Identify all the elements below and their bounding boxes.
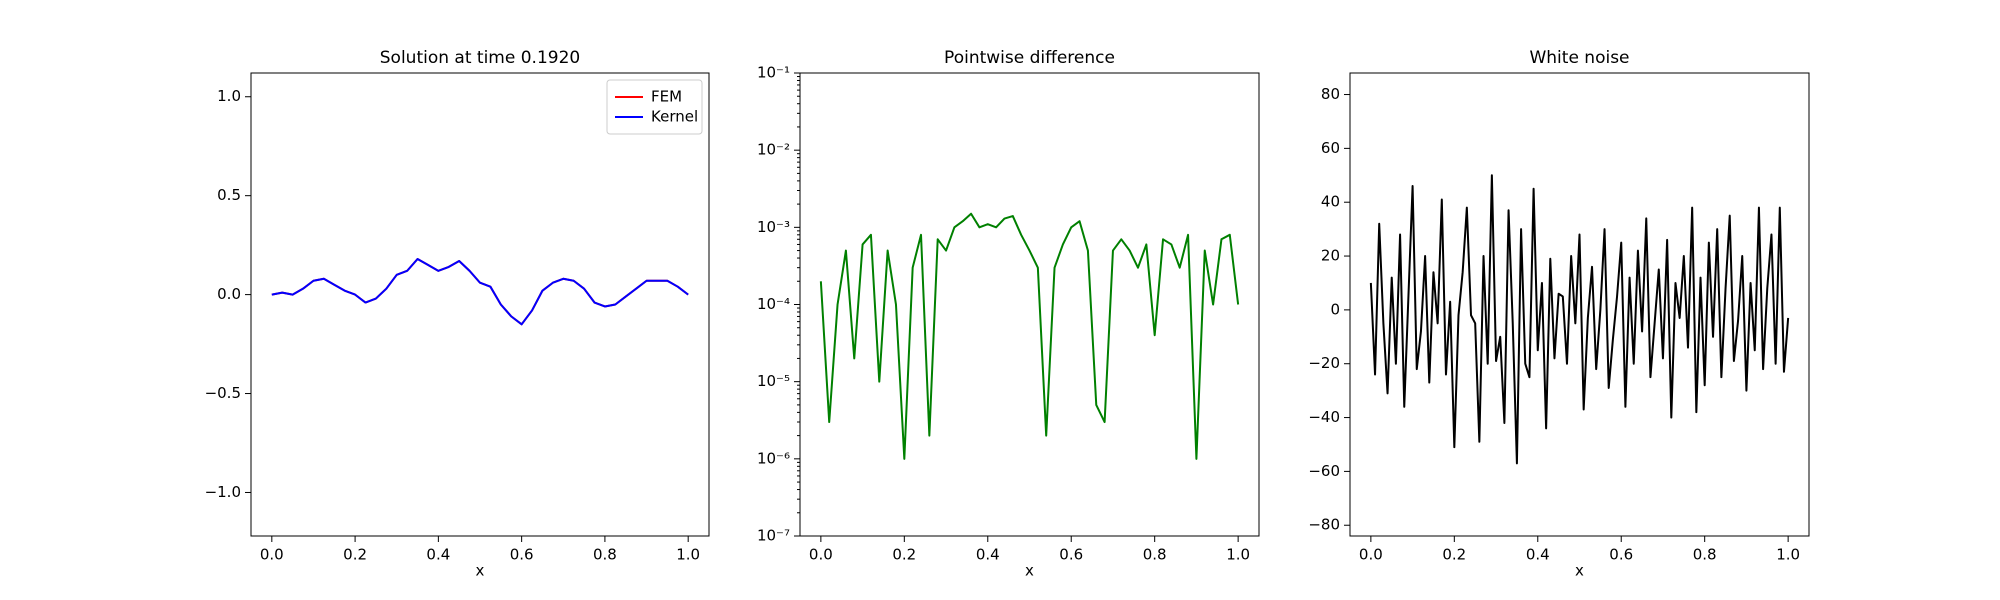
y-tick-label: 10⁻⁴ (757, 295, 790, 313)
data-line (819, 212, 1240, 460)
y-tick-label: 10⁻⁵ (757, 372, 790, 390)
y-tick-label: 0.5 (217, 186, 241, 204)
x-tick-label: 0.4 (426, 546, 450, 564)
axes-frame (1349, 72, 1810, 537)
y-tick-label: 0.0 (217, 285, 241, 303)
x-tick-label: 0.0 (809, 546, 833, 564)
axes-frame (250, 72, 710, 537)
y-tick-label: −0.5 (205, 384, 241, 402)
y-tick-label: 20 (1321, 247, 1340, 265)
plot-area (819, 212, 1240, 460)
y-tick-label: 40 (1321, 193, 1340, 211)
legend-box (606, 79, 703, 135)
y-tick-label: 10⁻¹ (757, 64, 790, 82)
x-tick-label: 0.0 (260, 546, 284, 564)
y-tick-label: 1.0 (217, 87, 241, 105)
x-tick-label: 0.4 (1526, 546, 1550, 564)
y-tick-label: −60 (1308, 462, 1340, 480)
x-tick-label: 0.2 (892, 546, 916, 564)
x-axis-label: x (1025, 562, 1034, 580)
y-tick-label: 60 (1321, 139, 1340, 157)
x-tick-label: 0.8 (1693, 546, 1717, 564)
y-tick-label: −80 (1308, 516, 1340, 534)
data-line (271, 257, 689, 326)
y-tick-label: 10⁻² (757, 141, 790, 159)
y-tick-label: 10⁻⁶ (757, 449, 790, 467)
chart: 0.0 0.2 0.4 0.6 0.8 1.0 −1.0 −0.5 0.0 0.5 1.0 Solut… (205, 48, 710, 580)
data-line (271, 257, 689, 326)
y-tick-label: −40 (1308, 408, 1340, 426)
x-tick-label: 0.8 (593, 546, 617, 564)
x-tick-label: 0.6 (510, 546, 534, 564)
y-tick-label: 0 (1330, 300, 1340, 318)
x-tick-label: 0.0 (1359, 546, 1383, 564)
x-tick-label: 1.0 (1226, 546, 1250, 564)
legend-label: Kernel (651, 108, 698, 126)
chart: 0.0 0.2 0.4 0.6 0.8 1.0 10⁻⁷ 10⁻⁶ 10⁻⁵ 10⁻⁴ 10⁻³ 10… (757, 48, 1260, 580)
legend-label: FEM (651, 88, 682, 106)
y-tick-label: −1.0 (205, 483, 241, 501)
x-tick-label: 0.2 (343, 546, 367, 564)
y-tick-label: 80 (1321, 85, 1340, 103)
plot-area (1369, 174, 1790, 465)
y-tick-label: 10⁻⁷ (757, 527, 790, 545)
x-tick-label: 0.8 (1143, 546, 1167, 564)
x-tick-label: 0.6 (1059, 546, 1083, 564)
y-tick-label: 10⁻³ (757, 218, 790, 236)
legend: FEM Kernel (606, 79, 703, 135)
chart-title: Solution at time 0.1920 (380, 48, 580, 68)
x-tick-label: 0.4 (976, 546, 1000, 564)
x-tick-label: 0.2 (1442, 546, 1466, 564)
x-axis-label: x (1575, 562, 1584, 580)
chart: 0.0 0.2 0.4 0.6 0.8 1.0 −80 −60 −40 −20 0 20 40 60 80 W… (1308, 48, 1810, 580)
plot-area (271, 257, 689, 326)
x-tick-label: 1.0 (1776, 546, 1800, 564)
x-tick-label: 0.6 (1609, 546, 1633, 564)
data-line (1369, 174, 1790, 465)
chart-title: Pointwise difference (944, 48, 1115, 68)
chart-title: White noise (1529, 48, 1629, 68)
x-tick-label: 1.0 (676, 546, 700, 564)
x-axis-label: x (476, 562, 485, 580)
y-tick-label: −20 (1308, 354, 1340, 372)
